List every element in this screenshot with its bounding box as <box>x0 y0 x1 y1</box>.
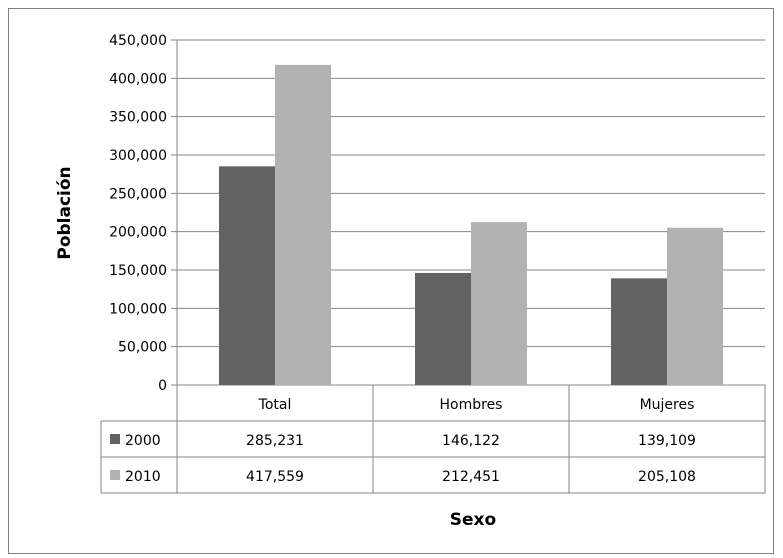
y-tick-label: 50,000 <box>118 340 167 356</box>
legend-label-2000: 2000 <box>125 433 161 449</box>
y-tick-label: 300,000 <box>109 148 167 164</box>
y-axis-ticks: 0 50,000 100,000 150,000 200,000 250,000 300,0… <box>109 33 167 394</box>
x-category-label: Hombres <box>440 397 503 413</box>
y-axis-title: Población <box>55 166 75 259</box>
y-tick-label: 450,000 <box>109 33 167 49</box>
bar-2000-hombres <box>415 272 471 385</box>
bar-2000-mujeres <box>611 278 667 385</box>
y-tick-label: 150,000 <box>109 263 167 279</box>
bar-2010-total <box>275 64 331 386</box>
legend-swatch-2010 <box>110 470 120 480</box>
data-label: 205,108 <box>638 469 696 485</box>
x-category-label: Mujeres <box>640 397 695 413</box>
y-tick-label: 100,000 <box>109 301 167 317</box>
data-label: 285,231 <box>246 433 304 449</box>
y-tick-label: 0 <box>158 378 167 394</box>
x-axis-title: Sexo <box>450 510 496 530</box>
y-tick-label: 250,000 <box>109 186 167 202</box>
y-tick-label: 200,000 <box>109 225 167 241</box>
data-table: Total Hombres Mujeres 2000 285,231 146,122 139… <box>100 385 766 494</box>
data-label: 146,122 <box>442 433 500 449</box>
legend-label-2010: 2010 <box>125 469 161 485</box>
data-label: 212,451 <box>442 469 500 485</box>
y-tick-label: 350,000 <box>109 110 167 126</box>
data-label: 417,559 <box>246 469 304 485</box>
data-label: 139,109 <box>638 433 696 449</box>
x-category-label: Total <box>258 397 292 413</box>
bars <box>219 64 723 386</box>
bar-2010-hombres <box>471 222 527 385</box>
legend-swatch-2000 <box>110 434 120 444</box>
y-tick-label: 400,000 <box>109 71 167 87</box>
bar-2010-mujeres <box>667 227 723 385</box>
bar-2000-total <box>219 166 275 385</box>
